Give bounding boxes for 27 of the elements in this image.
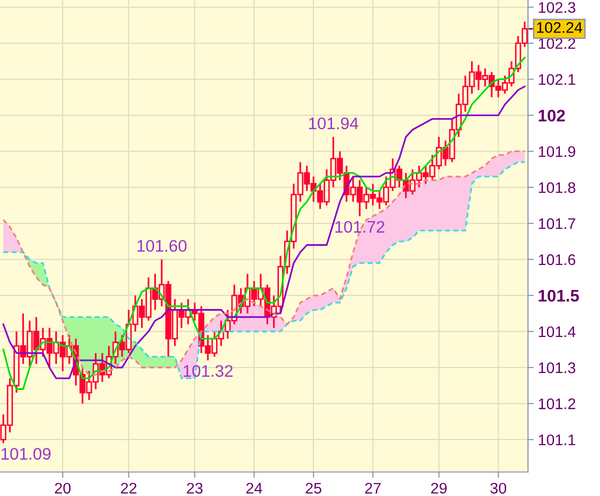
x-tick-label: 22 [120,482,136,494]
annotation: 101.60 [137,240,187,252]
x-tick-label: 27 [365,482,381,494]
y-tick-label: 101.5 [538,290,579,302]
y-tick-label: 101.9 [538,146,576,158]
x-tick-label: 25 [306,482,322,494]
y-tick-label: 102.3 [538,2,576,13]
x-tick-label: 20 [54,482,71,494]
y-tick-label: 101.3 [538,362,576,374]
y-tick-label: 101.7 [538,218,576,230]
y-tick-label: 101.2 [538,398,576,410]
x-tick-label: 24 [246,482,262,494]
y-tick-label: 101.6 [538,254,576,266]
y-tick-label: 102.2 [538,38,576,49]
text: 102.24 [537,22,582,33]
x-tick-label: 23 [186,482,203,494]
annotation: 101.32 [184,365,233,377]
y-tick-label: 101.1 [538,434,576,446]
x-tick-label: 30 [490,482,506,494]
annotation: 101.94 [309,117,358,130]
y-tick-label: 101.4 [538,326,576,338]
x-tick-label: 29 [431,482,447,494]
annotation: 101.09 [2,448,51,460]
y-tick-label: 102.1 [538,74,576,85]
y-tick-label: 102 [538,110,565,122]
y-tick-label: 101.8 [538,182,576,194]
annotation: 101.72 [335,220,384,233]
